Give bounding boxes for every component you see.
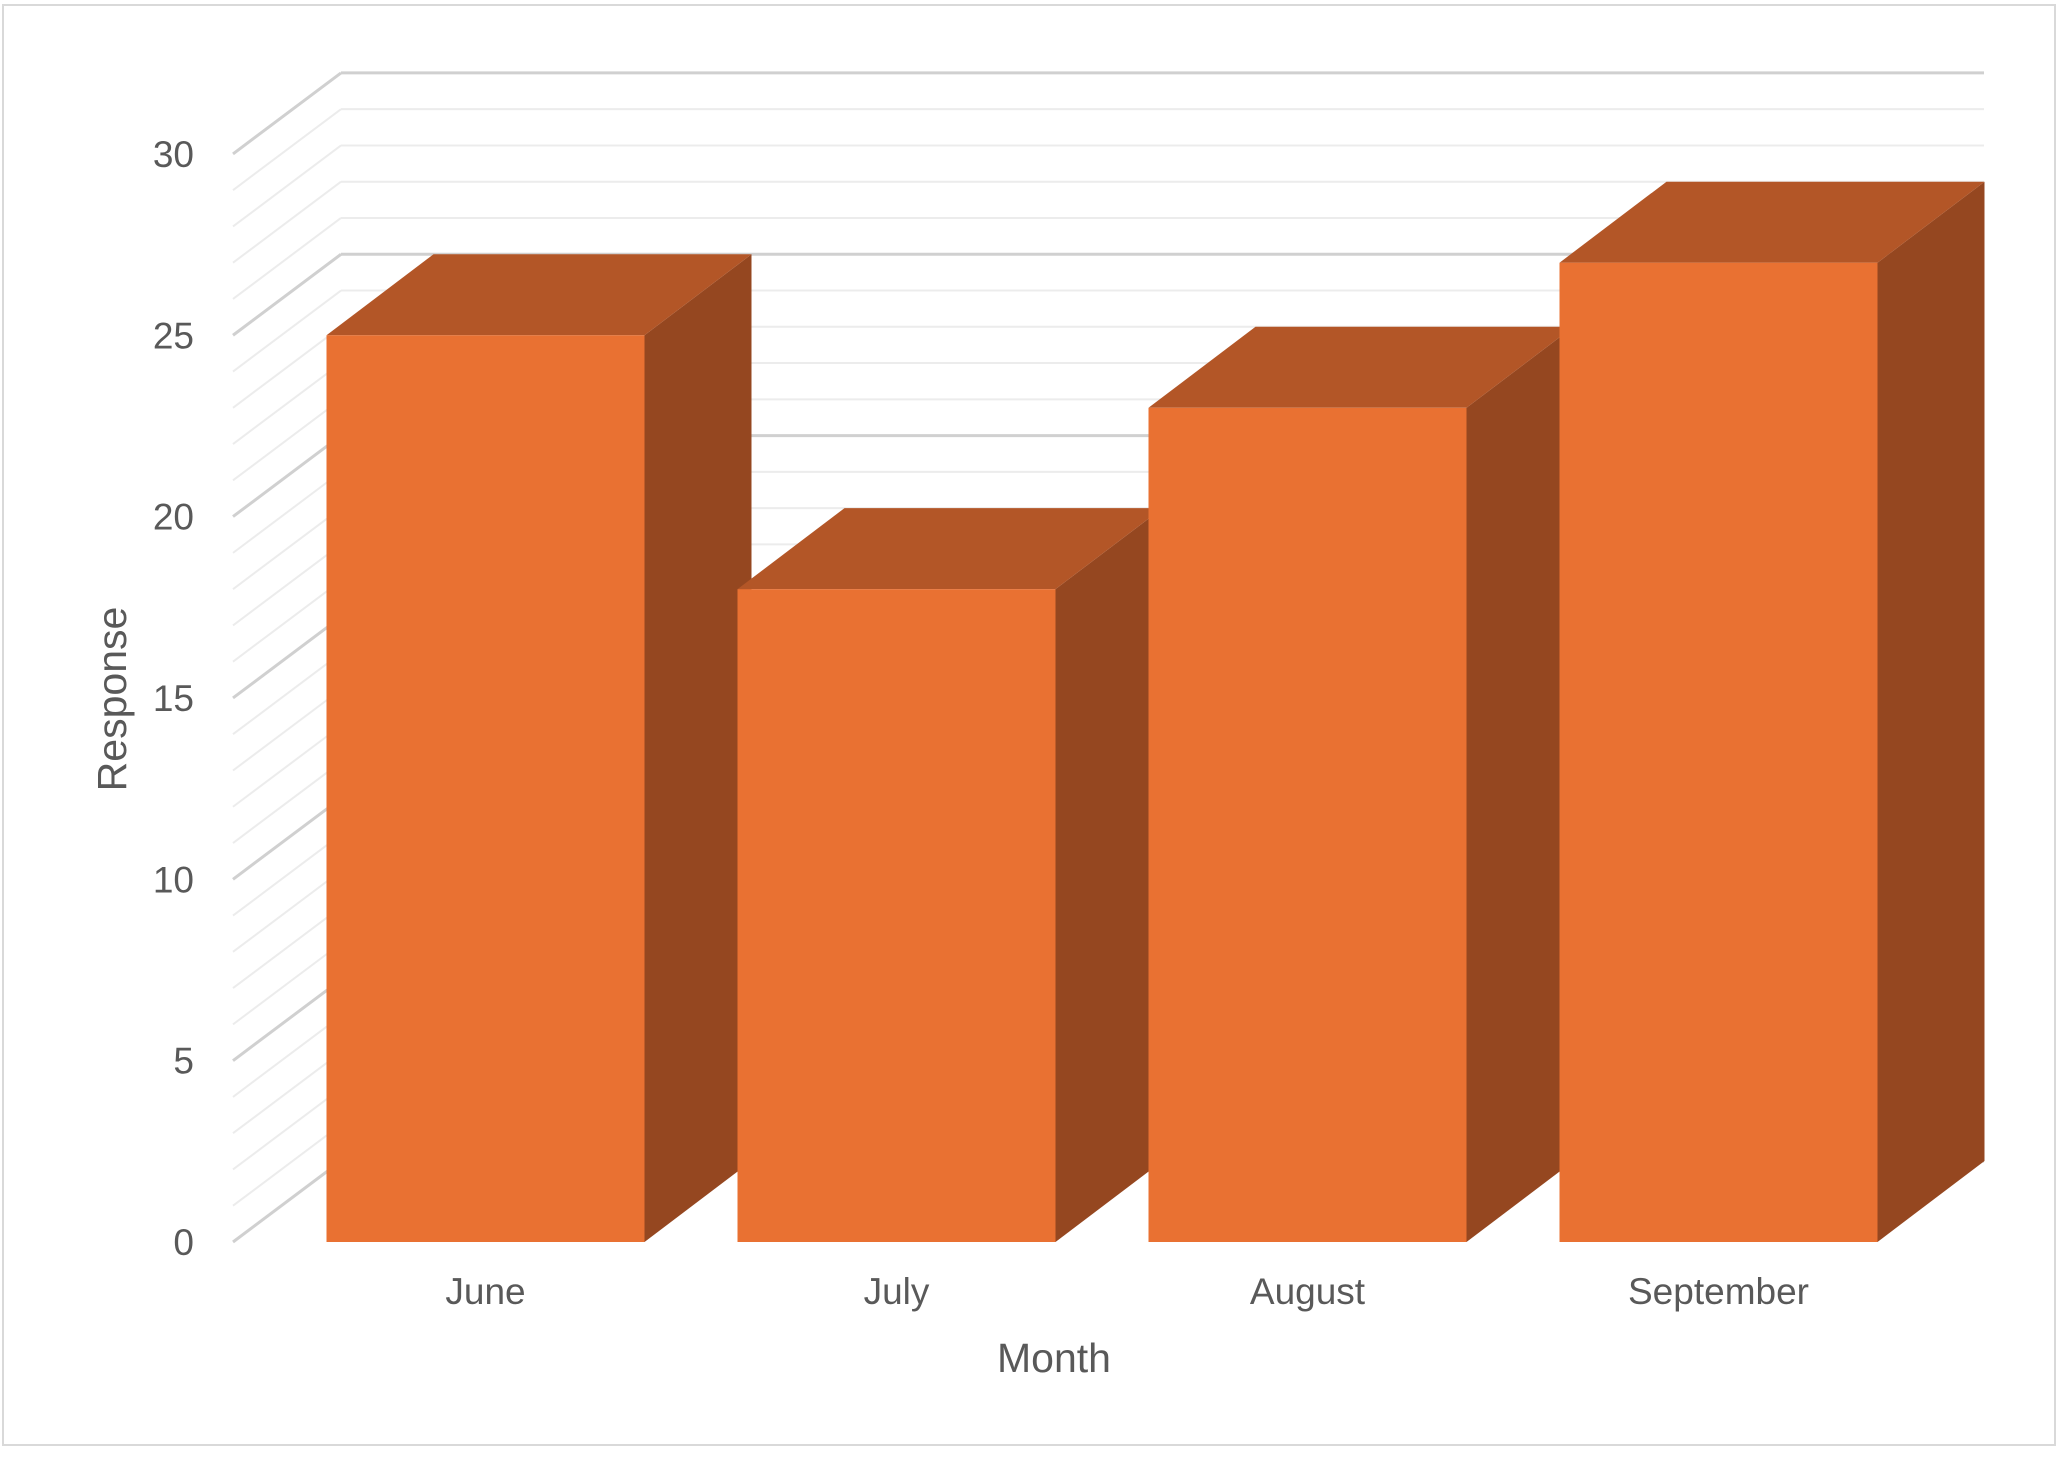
bar-side-face <box>644 254 752 1242</box>
bar-top-face <box>737 508 1163 590</box>
bar-august <box>1148 407 1467 1242</box>
bar-side-face <box>1877 181 1985 1243</box>
side-gridline <box>232 942 342 1026</box>
bars <box>326 181 1985 1243</box>
side-gridline <box>232 906 342 989</box>
side-gridline <box>232 797 342 881</box>
side-gridline <box>232 507 342 590</box>
y-tick-label: 0 <box>173 1222 194 1263</box>
side-gridline <box>232 1159 342 1244</box>
side-gridline <box>232 761 342 844</box>
side-gridline <box>232 615 342 700</box>
x-axis-title: Month <box>997 1335 1111 1381</box>
bar-june <box>326 335 645 1242</box>
side-gridline <box>232 1123 342 1207</box>
side-gridline <box>232 724 342 808</box>
x-category-label: September <box>1628 1271 1809 1312</box>
side-gridline <box>232 108 342 191</box>
bar-side-face <box>1055 508 1163 1242</box>
side-gridline <box>232 652 342 736</box>
bar-july <box>737 589 1056 1242</box>
x-category-label: July <box>864 1271 930 1312</box>
side-gridline <box>232 1015 342 1098</box>
side-gridline <box>232 543 342 627</box>
side-gridline <box>232 253 342 337</box>
y-tick-label: 20 <box>153 497 194 538</box>
side-gridline <box>232 180 342 264</box>
bar-side-face <box>1466 326 1574 1242</box>
y-tick-label: 5 <box>173 1041 194 1082</box>
side-gridline <box>232 289 342 373</box>
y-tick-label: 15 <box>153 678 194 719</box>
side-gridline <box>232 833 342 917</box>
side-gridline <box>232 978 342 1062</box>
bar-top-face <box>326 254 752 336</box>
y-axis-title: Response <box>89 607 135 792</box>
x-category-label: August <box>1250 1271 1366 1312</box>
y-tick-label: 25 <box>153 315 194 356</box>
bar-top-face <box>1559 181 1985 263</box>
side-gridline <box>232 144 342 228</box>
side-gridline <box>232 362 342 445</box>
y-tick-label: 10 <box>153 859 194 900</box>
side-gridline <box>232 325 342 409</box>
bar-top-face <box>1148 326 1574 408</box>
side-gridline <box>232 579 342 663</box>
y-tick-labels: 0 5 10 15 20 25 30 <box>153 134 194 1263</box>
x-category-label: June <box>445 1271 525 1312</box>
side-gridline <box>232 688 342 772</box>
side-gridline <box>232 1087 342 1171</box>
side-gridline <box>232 434 342 518</box>
side-gridline <box>232 471 342 554</box>
side-gridline <box>232 71 342 156</box>
side-gridline <box>232 870 342 953</box>
side-gridline <box>232 217 342 300</box>
y-tick-label: 30 <box>153 134 194 175</box>
bar-september <box>1559 262 1878 1243</box>
x-category-labels: June July August September <box>445 1271 1809 1312</box>
chart-svg: 0 5 10 15 20 25 30 June July August September Mon… <box>89 71 1985 1381</box>
side-gridline <box>232 1051 342 1134</box>
chart-frame: 0 5 10 15 20 25 30 June July August September Mon… <box>2 4 2056 1446</box>
side-gridline <box>232 398 342 482</box>
